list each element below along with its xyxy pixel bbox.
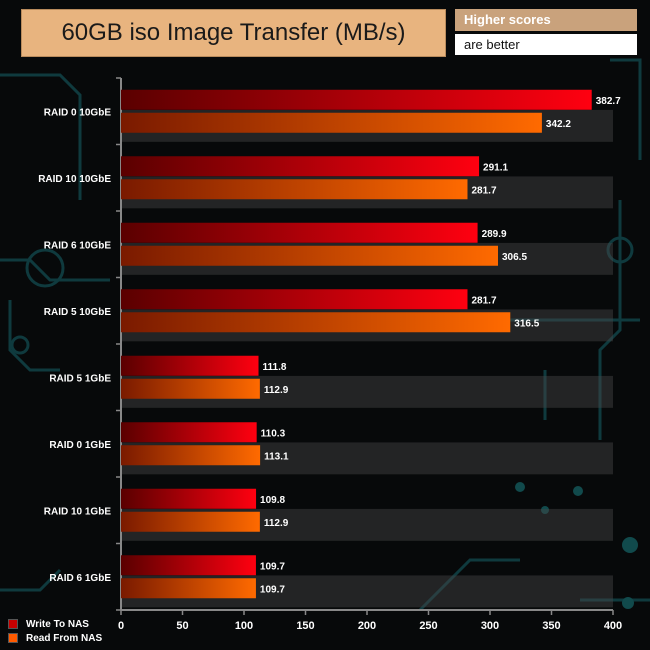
value-label: 316.5 xyxy=(514,318,539,329)
legend-label-read: Read From NAS xyxy=(26,632,103,644)
category-label: RAID 10 10GbE xyxy=(38,174,111,185)
x-tick-label: 400 xyxy=(604,620,622,632)
category-label: RAID 5 1GbE xyxy=(49,373,111,384)
value-label: 289.9 xyxy=(482,229,507,240)
x-tick-label: 350 xyxy=(542,620,560,632)
legend-item-read: Read From NAS xyxy=(8,631,102,645)
legend-label-write: Write To NAS xyxy=(26,618,89,630)
bar-read xyxy=(121,378,260,399)
x-tick-label: 200 xyxy=(358,620,376,632)
bar-write xyxy=(121,156,480,177)
are-better-note: are better xyxy=(455,34,637,55)
bar-read xyxy=(121,112,542,133)
bar-write xyxy=(121,555,256,576)
value-label: 112.9 xyxy=(264,518,289,529)
bar-read xyxy=(121,179,468,200)
value-label: 306.5 xyxy=(502,252,527,263)
category-label: RAID 0 1GbE xyxy=(49,440,111,451)
value-label: 291.1 xyxy=(483,162,508,173)
value-label: 281.7 xyxy=(471,185,496,196)
value-label: 110.3 xyxy=(261,428,286,439)
x-tick-label: 100 xyxy=(235,620,253,632)
bar-write xyxy=(121,222,478,243)
chart-title: 60GB iso Image Transfer (MB/s) xyxy=(21,9,446,57)
category-label: RAID 6 10GbE xyxy=(44,240,112,251)
x-tick-label: 250 xyxy=(419,620,437,632)
value-label: 109.7 xyxy=(260,561,285,572)
value-label: 109.8 xyxy=(260,495,285,506)
x-tick-label: 300 xyxy=(481,620,499,632)
bar-write xyxy=(121,289,468,310)
bar-read xyxy=(121,511,260,532)
category-label: RAID 0 10GbE xyxy=(44,107,112,118)
bar-write xyxy=(121,488,257,509)
value-label: 112.9 xyxy=(264,385,289,396)
bar-read xyxy=(121,445,261,466)
legend-swatch-write xyxy=(8,619,18,629)
category-label: RAID 6 1GbE xyxy=(49,573,111,584)
category-label: RAID 5 10GbE xyxy=(44,307,112,318)
value-label: 281.7 xyxy=(471,295,496,306)
x-tick-label: 50 xyxy=(176,620,188,632)
chart-legend: Write To NAS Read From NAS xyxy=(8,617,102,645)
bar-write xyxy=(121,355,259,376)
legend-swatch-read xyxy=(8,633,18,643)
bar-read xyxy=(121,245,498,266)
value-label: 109.7 xyxy=(260,584,285,595)
x-tick-label: 150 xyxy=(296,620,314,632)
legend-item-write: Write To NAS xyxy=(8,617,102,631)
higher-scores-note: Higher scores xyxy=(455,9,637,31)
bar-write xyxy=(121,422,257,443)
category-label: RAID 10 1GbE xyxy=(44,506,112,517)
bar-read xyxy=(121,578,256,599)
value-label: 382.7 xyxy=(596,96,621,107)
value-label: 113.1 xyxy=(264,451,289,462)
bar-read xyxy=(121,312,511,333)
bar-write xyxy=(121,89,592,110)
x-tick-label: 0 xyxy=(118,620,124,632)
value-label: 342.2 xyxy=(546,119,571,130)
value-label: 111.8 xyxy=(263,362,287,373)
